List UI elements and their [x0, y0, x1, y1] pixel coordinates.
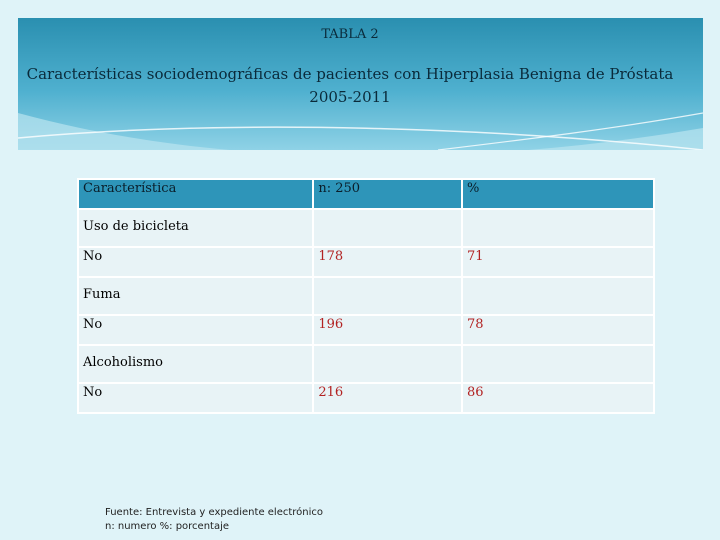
row-pct: 78 — [460, 314, 656, 346]
row-n — [312, 208, 463, 248]
row-label: Fuma — [76, 276, 315, 316]
row-pct — [460, 208, 656, 248]
row-n: 178 — [312, 246, 463, 278]
header-percent: % — [460, 178, 656, 210]
header-n: n: 250 — [312, 178, 463, 210]
demographics-table: Característica n: 250 % Uso de bicicleta… — [76, 178, 656, 414]
slide-header-banner — [18, 18, 703, 150]
footnote-source: Fuente: Entrevista y expediente electrón… — [105, 507, 324, 518]
table-row: Uso de bicicleta — [76, 208, 656, 248]
footnote: Fuente: Entrevista y expediente electrón… — [105, 506, 323, 534]
table-row: No 196 78 — [76, 314, 656, 346]
page-title: Características sociodemográficas de pac… — [26, 65, 674, 83]
footnote-legend: n: numero %: porcentaje — [105, 521, 230, 532]
header-characteristic: Característica — [76, 178, 315, 210]
table-row: Fuma — [76, 276, 656, 316]
row-n — [312, 276, 463, 316]
row-pct — [460, 276, 656, 316]
row-label: No — [76, 382, 315, 414]
table-row: No 178 71 — [76, 246, 656, 278]
row-pct: 86 — [460, 382, 656, 414]
row-label: No — [76, 314, 315, 346]
wave-decoration — [18, 112, 703, 150]
row-n — [312, 344, 463, 384]
row-n: 216 — [312, 382, 463, 414]
row-label: No — [76, 246, 315, 278]
row-pct — [460, 344, 656, 384]
table-header-row: Característica n: 250 % — [76, 178, 656, 210]
row-label: Alcoholismo — [76, 344, 315, 384]
table-row: Alcoholismo — [76, 344, 656, 384]
row-label: Uso de bicicleta — [76, 208, 315, 248]
table-row: No 216 86 — [76, 382, 656, 414]
row-n: 196 — [312, 314, 463, 346]
table-label: TABLA 2 — [321, 27, 379, 42]
row-pct: 71 — [460, 246, 656, 278]
page-subtitle-years: 2005-2011 — [309, 88, 391, 106]
